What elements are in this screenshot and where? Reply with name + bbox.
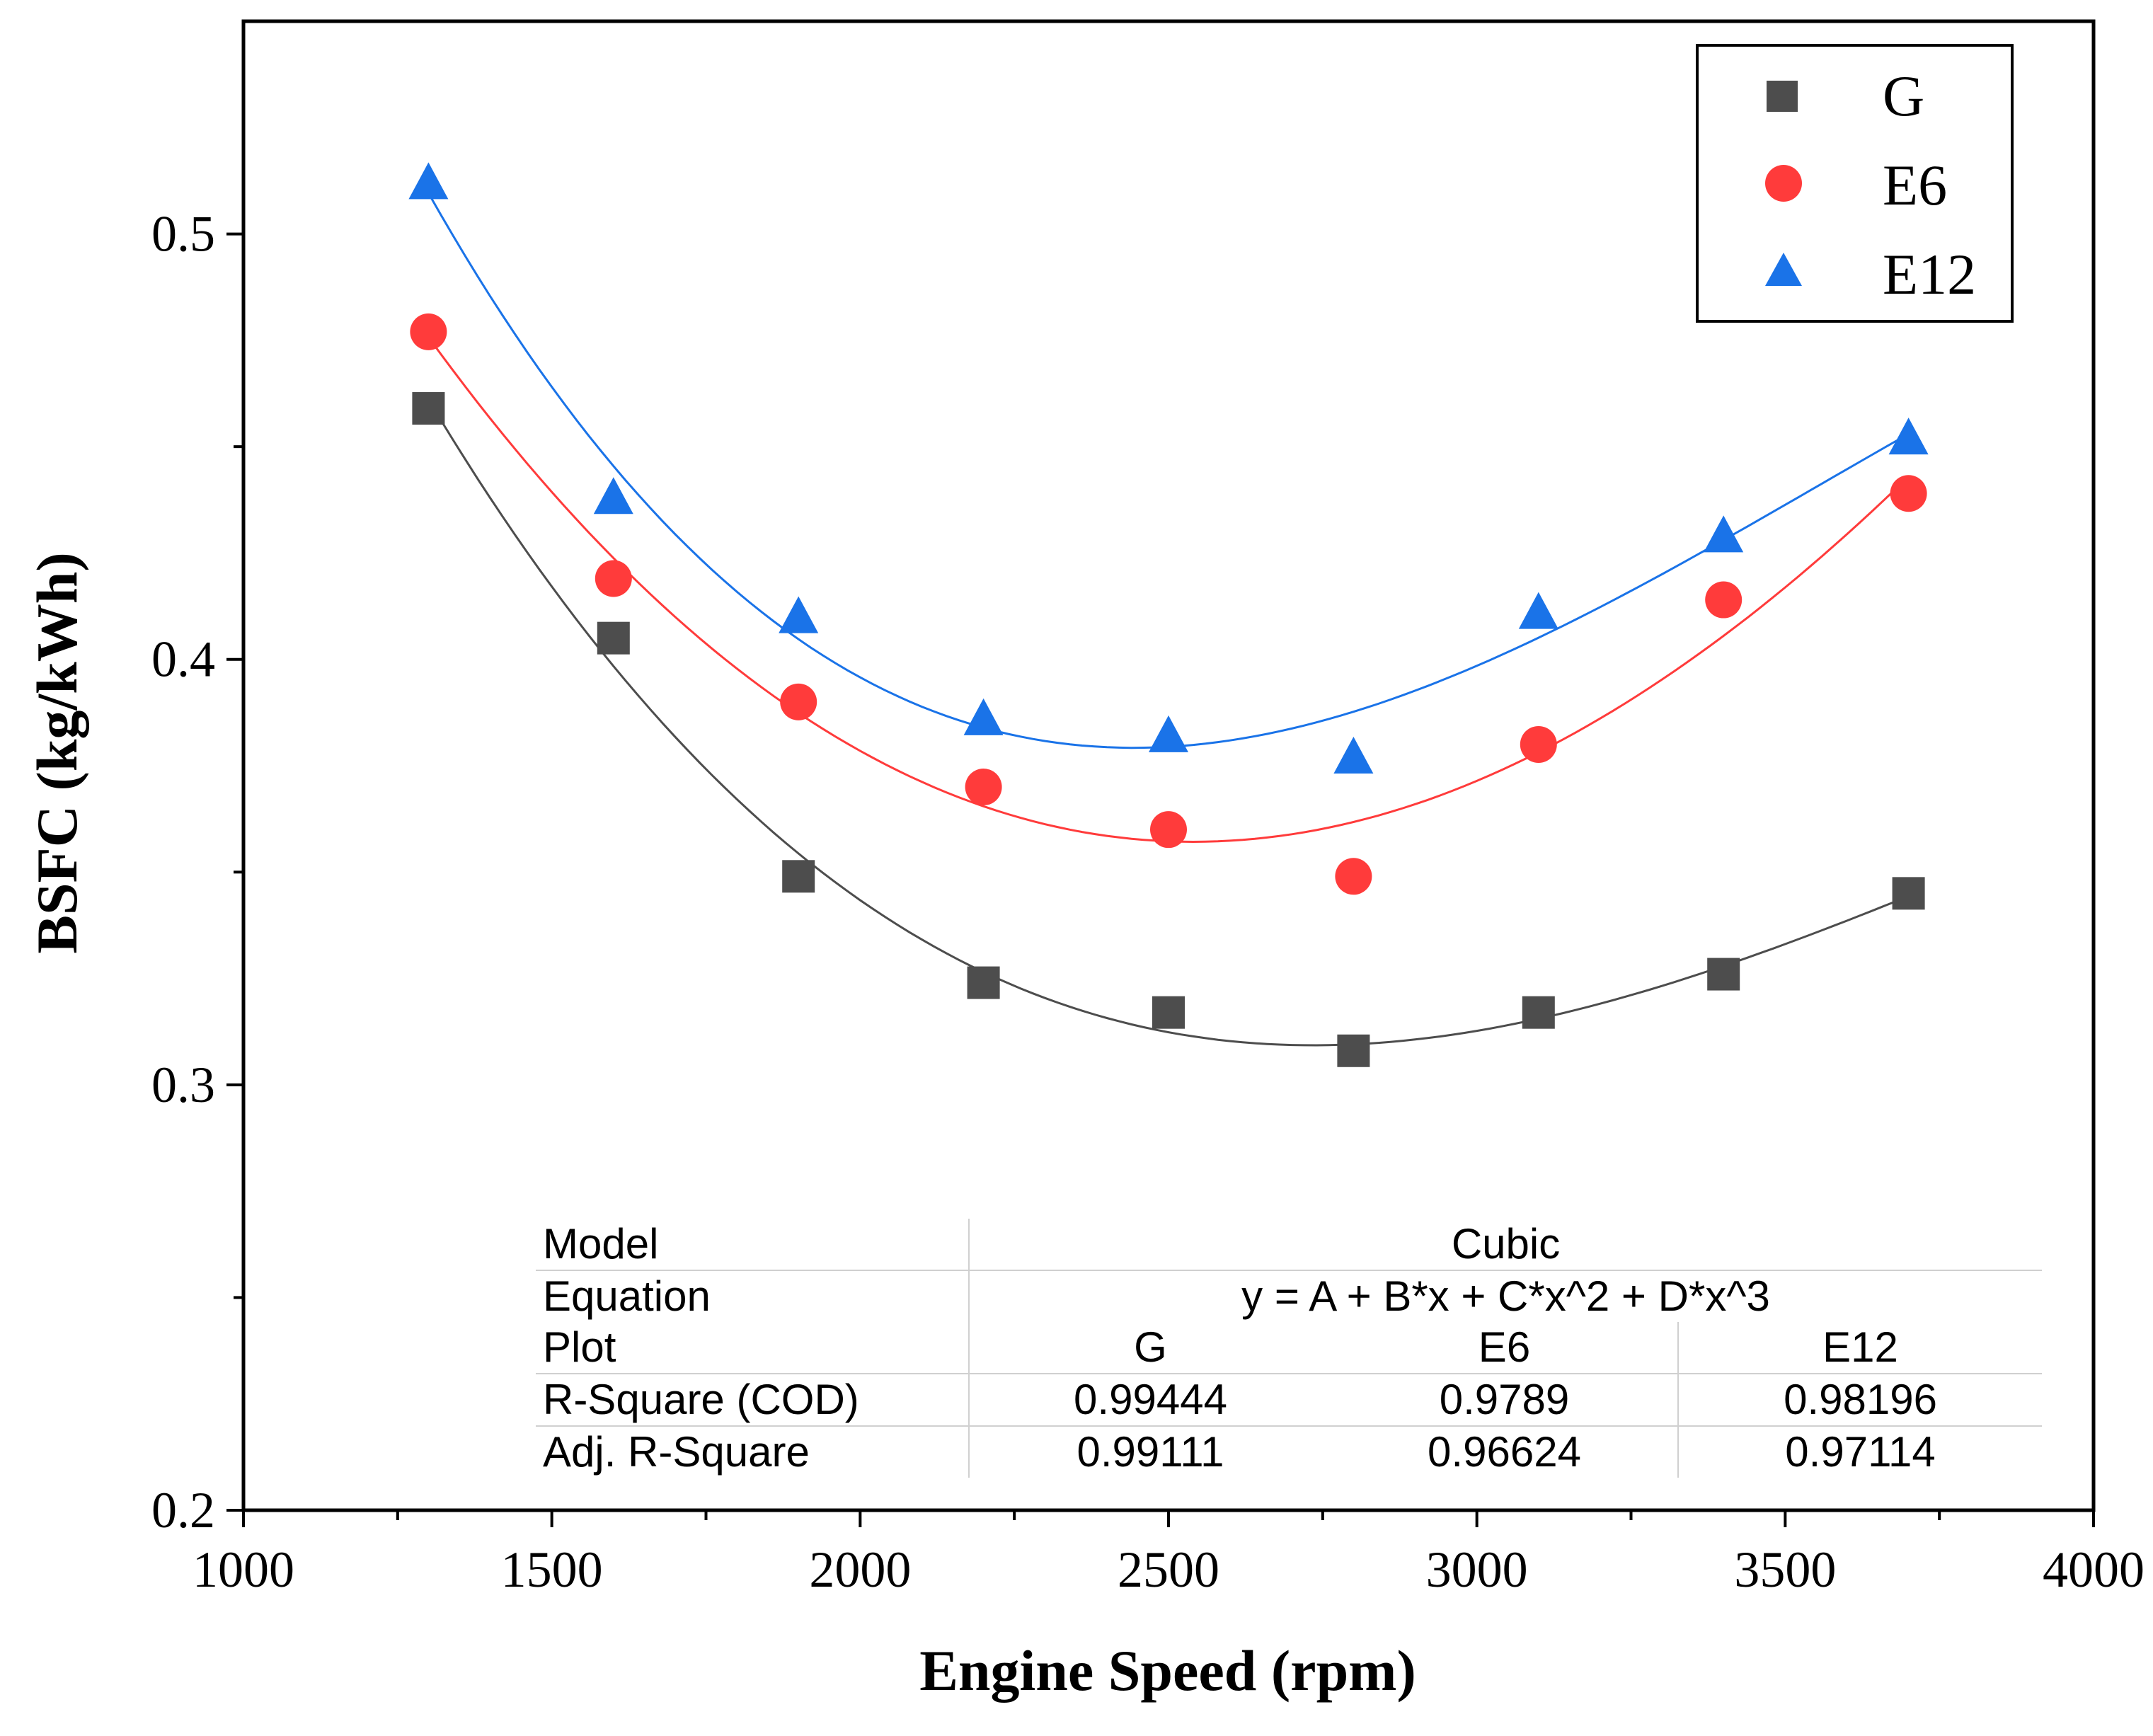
x-tick-label: 3500 <box>1734 1541 1836 1598</box>
data-point-e12 <box>408 162 449 200</box>
data-point-e12 <box>1704 515 1744 553</box>
data-markers <box>408 162 1929 1067</box>
data-point-e6 <box>1150 811 1187 849</box>
legend-label-g: G <box>1883 64 1924 128</box>
x-tick-label: 2000 <box>809 1541 911 1598</box>
data-point-e6 <box>595 560 632 597</box>
fit-curve-e12 <box>427 192 1910 749</box>
data-point-e6 <box>780 683 817 720</box>
data-point-e12 <box>1149 715 1188 752</box>
fit-r-square-e6: 0.9789 <box>1439 1376 1570 1423</box>
fit-label-adj-r-square: Adj. R-Square <box>543 1428 810 1476</box>
fit-plot-e12: E12 <box>1677 1322 2043 1374</box>
data-point-e6 <box>410 313 447 350</box>
fit-curves <box>427 192 1910 1047</box>
fit-row-plot: Plot G E6 E12 <box>536 1322 2043 1374</box>
data-point-e12 <box>1888 418 1929 455</box>
data-point-g <box>967 966 1000 999</box>
fit-adj-r-square-e6: 0.96624 <box>1428 1428 1581 1476</box>
data-point-e6 <box>1335 858 1372 895</box>
x-axis-ticks: 1000 1500 2000 2500 3000 3500 4000 <box>193 1510 2145 1598</box>
x-tick-label: 2500 <box>1118 1541 1219 1598</box>
fit-curve-g <box>427 398 1910 1047</box>
fit-statistics-table: Model Cubic Equation y = A + B*x + C*x^2… <box>536 1219 2043 1478</box>
data-point-e6 <box>1890 475 1927 512</box>
legend: G E6 E12 <box>1696 44 2014 323</box>
y-tick-label: 0.3 <box>151 1057 215 1113</box>
data-point-g <box>1337 1034 1370 1067</box>
fit-value-model: Cubic <box>968 1219 2043 1270</box>
fit-label-model: Model <box>543 1220 659 1267</box>
fit-plot-g: G <box>968 1322 1331 1374</box>
data-point-g <box>412 392 445 425</box>
data-point-g <box>1152 996 1185 1029</box>
y-tick-label: 0.5 <box>151 206 215 263</box>
data-point-e6 <box>965 769 1002 806</box>
x-tick-label: 1500 <box>501 1541 603 1598</box>
fit-row-equation: Equation y = A + B*x + C*x^2 + D*x^3 <box>536 1270 2043 1322</box>
data-point-e12 <box>963 698 1004 735</box>
fit-label-equation: Equation <box>543 1272 711 1320</box>
fit-plot-e6: E6 <box>1478 1323 1531 1371</box>
fit-curve-e6 <box>427 336 1910 844</box>
fit-value-equation: y = A + B*x + C*x^2 + D*x^3 <box>968 1270 2043 1322</box>
x-axis-title: Engine Speed (rpm) <box>919 1638 1416 1703</box>
data-point-g <box>1892 877 1925 910</box>
fit-row-r-square: R-Square (COD) 0.99444 0.9789 0.98196 <box>536 1374 2043 1426</box>
fit-adj-r-square-g: 0.99111 <box>968 1426 1331 1478</box>
data-point-g <box>1522 996 1555 1029</box>
data-point-g <box>782 860 815 893</box>
y-axis-title: BSFC (kg/kWh) <box>25 552 89 953</box>
legend-label-e6: E6 <box>1883 153 1947 217</box>
data-point-g <box>1707 958 1740 991</box>
fit-label-plot: Plot <box>543 1323 616 1371</box>
y-tick-label: 0.4 <box>151 631 215 688</box>
legend-label-e12: E12 <box>1883 242 1976 306</box>
data-point-e12 <box>779 596 819 633</box>
data-point-e12 <box>1333 736 1374 774</box>
legend-marker-g <box>1767 81 1798 112</box>
y-axis-ticks: 0.2 0.3 0.4 0.5 <box>151 206 243 1539</box>
fit-row-model: Model Cubic <box>536 1219 2043 1270</box>
x-tick-label: 3000 <box>1426 1541 1528 1598</box>
fit-r-square-e12: 0.98196 <box>1677 1374 2043 1426</box>
data-point-g <box>597 621 630 655</box>
y-tick-label: 0.2 <box>151 1482 215 1539</box>
data-point-e6 <box>1520 725 1557 763</box>
fit-row-adj-r-square: Adj. R-Square 0.99111 0.96624 0.97114 <box>536 1426 2043 1478</box>
fit-label-r-square: R-Square (COD) <box>543 1376 859 1423</box>
data-point-e6 <box>1705 581 1743 619</box>
fit-adj-r-square-e12: 0.97114 <box>1677 1426 2043 1478</box>
legend-box <box>1696 44 2014 323</box>
x-tick-label: 1000 <box>193 1541 294 1598</box>
legend-marker-e12 <box>1765 253 1802 286</box>
data-point-e12 <box>593 477 633 515</box>
x-tick-label: 4000 <box>2043 1541 2145 1598</box>
data-point-e12 <box>1518 592 1558 629</box>
legend-marker-e6 <box>1765 165 1802 202</box>
fit-r-square-g: 0.99444 <box>968 1374 1331 1426</box>
